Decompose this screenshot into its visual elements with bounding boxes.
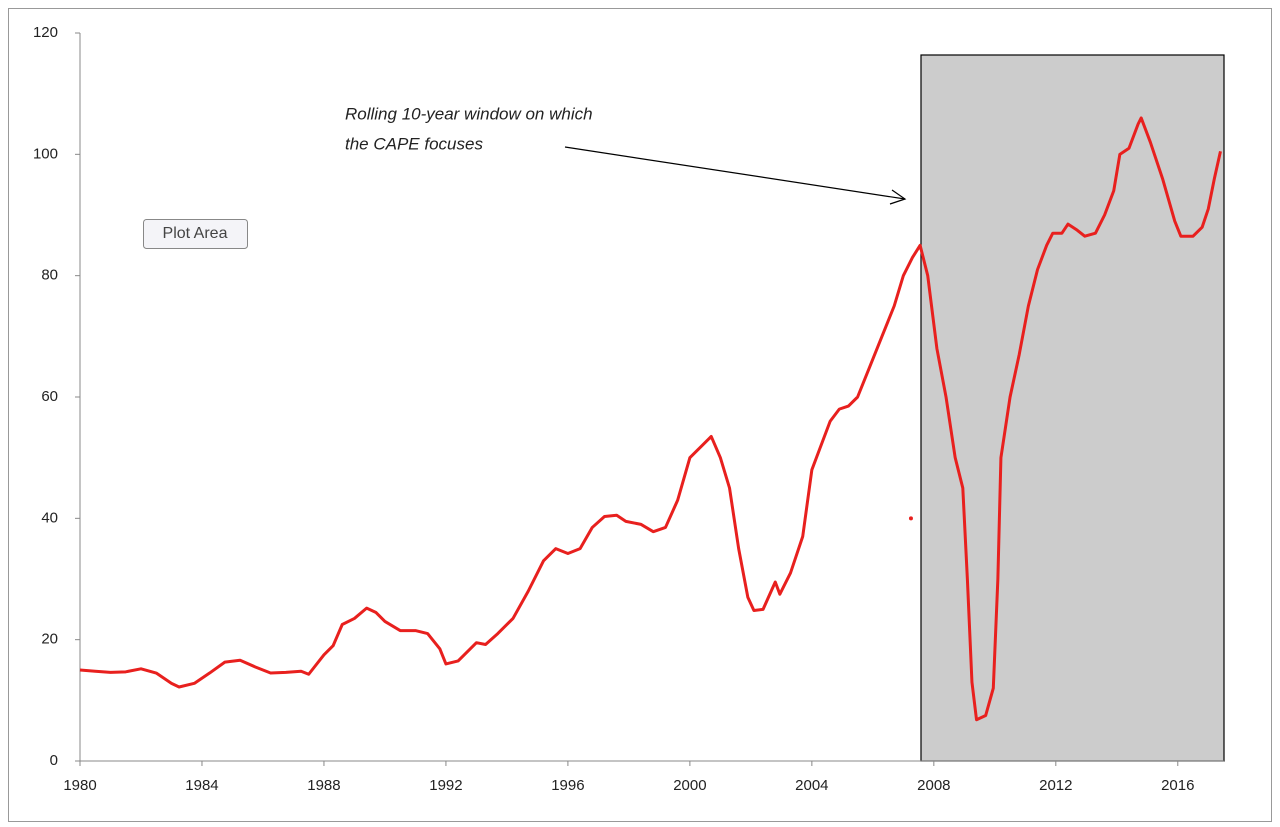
data-point xyxy=(908,516,913,521)
annotation: the CAPE focuses xyxy=(345,134,483,153)
y-tick-label: 40 xyxy=(41,509,58,526)
x-tick-label: 2004 xyxy=(795,777,828,794)
arrow xyxy=(564,146,906,200)
tooltip-box xyxy=(143,219,248,249)
arrow-head xyxy=(889,189,907,205)
x-tick-label: 2008 xyxy=(917,777,950,794)
x-tick-label: 1980 xyxy=(63,777,96,794)
x-tick-label: 2000 xyxy=(673,777,706,794)
tooltip: Plot Area xyxy=(163,225,228,242)
y-tick-label: 60 xyxy=(41,388,58,405)
y-tick-label: 0 xyxy=(50,752,58,769)
window-shading xyxy=(920,54,1225,762)
y-tick-label: 100 xyxy=(33,145,58,162)
annotation: Rolling 10-year window on which xyxy=(345,104,593,123)
x-tick-label: 2016 xyxy=(1161,777,1194,794)
x-tick-label: 1988 xyxy=(307,777,340,794)
data-line xyxy=(79,116,1222,722)
x-tick-label: 1992 xyxy=(429,777,462,794)
x-tick-label: 2012 xyxy=(1039,777,1072,794)
y-tick-label: 120 xyxy=(33,24,58,41)
y-tick-label: 20 xyxy=(41,631,58,648)
x-tick-label: 1984 xyxy=(185,777,218,794)
y-tick-label: 80 xyxy=(41,267,58,284)
x-tick-label: 1996 xyxy=(551,777,584,794)
